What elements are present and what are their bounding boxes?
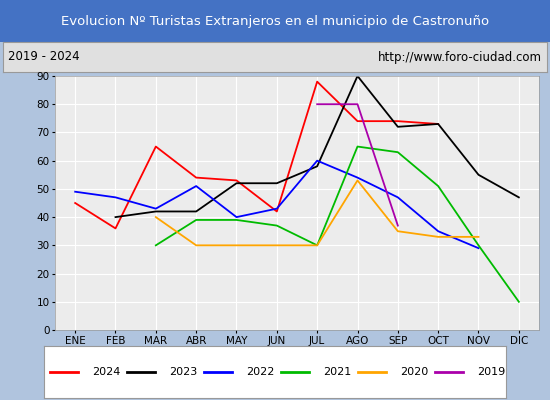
Text: 2021: 2021 [323,367,351,377]
Text: 2023: 2023 [169,367,197,377]
Text: 2020: 2020 [400,367,428,377]
Text: 2022: 2022 [246,367,274,377]
Text: Evolucion Nº Turistas Extranjeros en el municipio de Castronuño: Evolucion Nº Turistas Extranjeros en el … [61,14,489,28]
Text: 2019: 2019 [477,367,505,377]
Text: 2019 - 2024: 2019 - 2024 [8,50,80,64]
Text: http://www.foro-ciudad.com: http://www.foro-ciudad.com [378,50,542,64]
Text: 2024: 2024 [92,367,120,377]
